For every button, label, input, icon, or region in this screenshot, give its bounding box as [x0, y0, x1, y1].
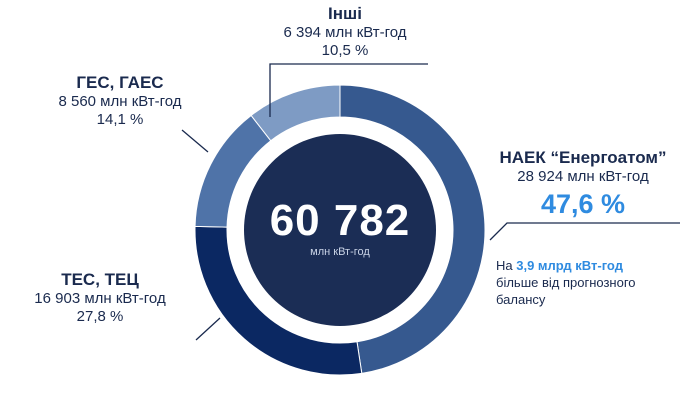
label-nuclear: НАЕК “Енергоатом” 28 924 млн кВт-год 47,…: [478, 148, 688, 221]
leader-line-hydro: [181, 129, 209, 153]
label-other: Інші 6 394 млн кВт-год 10,5 %: [240, 4, 450, 60]
donut-slices: [194, 84, 486, 376]
label-nuclear-name: НАЕК “Енергоатом”: [499, 148, 667, 167]
label-other-value: 6 394 млн кВт-год: [283, 24, 407, 42]
label-thermal-value: 16 903 млн кВт-год: [34, 290, 166, 308]
note-prefix: На: [496, 258, 517, 273]
leader-line-thermal: [195, 317, 221, 341]
center-total-value: 60 782: [269, 196, 411, 245]
label-nuclear-percent: 47,6 %: [540, 189, 626, 220]
note-highlight: 3,9 млрд кВт-год: [516, 258, 623, 273]
center-total-unit: млн кВт-год: [310, 246, 370, 258]
leader-line-nuclear: [489, 222, 680, 241]
note-rest: більше від прогнозного балансу: [496, 274, 636, 307]
label-other-name: Інші: [328, 4, 362, 23]
label-hydro: ГЕС, ГАЕС 8 560 млн кВт-год 14,1 %: [20, 73, 220, 129]
label-hydro-value: 8 560 млн кВт-год: [58, 93, 182, 111]
label-other-percent: 10,5 %: [321, 42, 369, 60]
slice-other: [250, 84, 341, 142]
label-thermal-name: ТЕС, ТЕЦ: [61, 270, 139, 289]
balance-note: На 3,9 млрд кВт-год більше від прогнозно…: [496, 258, 686, 309]
donut-center-disc: [244, 134, 436, 326]
label-thermal-percent: 27,8 %: [76, 308, 124, 326]
leader-line-other: [269, 63, 428, 117]
label-hydro-name: ГЕС, ГАЕС: [76, 73, 164, 92]
label-hydro-percent: 14,1 %: [96, 111, 144, 129]
label-nuclear-value: 28 924 млн кВт-год: [517, 168, 649, 186]
label-thermal: ТЕС, ТЕЦ 16 903 млн кВт-год 27,8 %: [2, 270, 198, 326]
slice-nuclear: [339, 84, 486, 374]
